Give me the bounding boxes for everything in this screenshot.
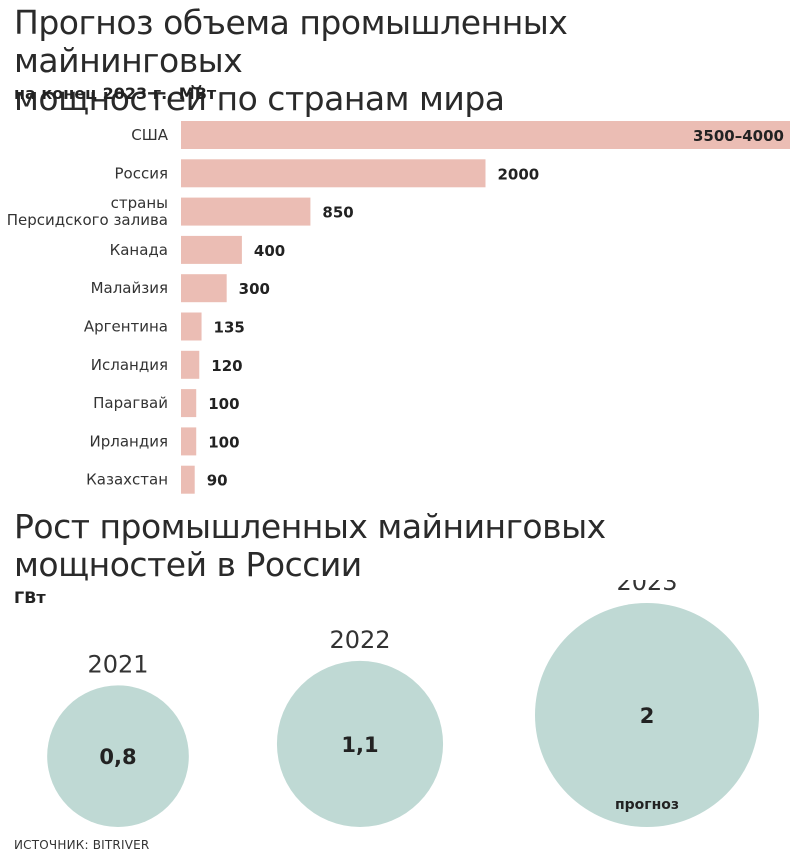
year-label: 2021 [87,650,148,678]
bar [181,427,197,456]
bar-row: Аргентина 135 [84,312,245,341]
bubble [535,603,759,827]
value-label: 135 [214,319,245,337]
bar [181,389,197,418]
category-label: Малайзия [91,279,168,297]
bar-row: Исландия 120 [91,350,243,379]
value-label: 850 [322,204,353,222]
bar [181,159,486,188]
bar-row: Россия 2000 [115,159,540,188]
bubble-chart-title-line1: Рост промышленных майнинговых [14,507,606,546]
bar [181,235,242,264]
bar [181,121,790,149]
bar-row: США 3500–4000 [131,121,790,149]
value-label: 0,8 [99,745,136,769]
year-label: 2022 [329,626,390,654]
category-label: США [131,126,169,144]
year-label: 2023 [616,580,677,596]
bubble-chart-subtitle: ГВт [14,588,46,607]
bar-row: страны Персидского залива 850 [7,194,354,229]
value-label: 3500–4000 [693,127,784,145]
bar-chart: США 3500–4000 Россия 2000 страны Персидского … [7,121,790,494]
value-label: 2000 [498,165,540,183]
source-note: ИСТОЧНИК: BITRIVER [14,838,150,852]
bubble-group: 2021 0,8 [47,650,189,827]
category-label: Россия [115,164,169,182]
bar [181,465,195,494]
value-label: 300 [239,280,270,298]
forecast-note: прогноз [615,797,679,813]
bar [181,274,227,303]
value-label: 1,1 [341,733,378,757]
value-label: 100 [208,395,239,413]
bar [181,197,311,226]
bubble [47,685,189,827]
category-label: Аргентина [84,318,168,336]
bubble-group: 2022 1,1 [276,626,444,827]
bar-row: Канада 400 [110,235,285,264]
bar [181,312,202,341]
bubble-chart-title-line2: мощностей в России [14,545,362,584]
value-label: 2 [640,704,655,728]
bar-chart-title: Прогноз объема промышленных майнинговых … [14,4,800,118]
bar [181,350,200,379]
category-label: Парагвай [93,394,168,412]
bar-chart-subtitle: на конец 2023 г., МВт [14,84,217,103]
bubble-chart: 2021 0,8 2022 1,1 2023 2 прогноз [47,580,759,827]
category-label: Канада [110,241,168,259]
bar-row: Парагвай 100 [93,389,240,418]
bar-chart-title-line2: мощностей по странам мира [14,79,505,118]
bar-row: Казахстан 90 [86,465,228,494]
bar-chart-title-line1: Прогноз объема промышленных майнинговых [14,3,568,80]
bar-row: Малайзия 300 [91,274,270,303]
bubble-group: 2023 2 прогноз [535,580,759,827]
category-label: страны Персидского залива [7,194,168,229]
bubble-chart-title: Рост промышленных майнинговых мощностей … [14,508,606,584]
category-label: Казахстан [86,471,168,489]
bubble [276,660,444,827]
value-label: 400 [254,242,285,260]
value-label: 120 [211,357,242,375]
value-label: 100 [208,433,239,451]
category-label: Ирландия [90,432,168,450]
bar-row: Ирландия 100 [90,427,240,456]
category-label: Исландия [91,356,168,374]
value-label: 90 [207,472,228,490]
